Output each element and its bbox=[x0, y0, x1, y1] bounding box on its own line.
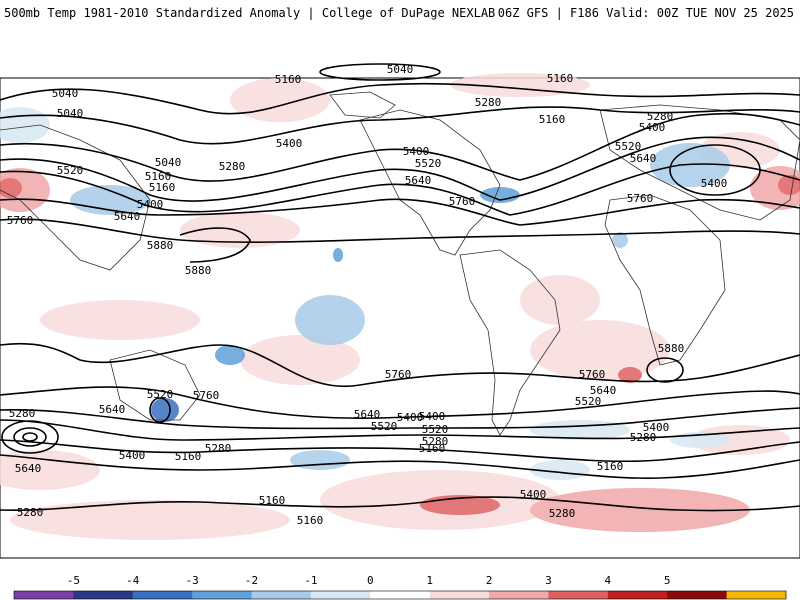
contour-label: 5160 bbox=[145, 170, 172, 183]
colorbar-tick-label: 1 bbox=[426, 574, 433, 587]
contour-label: 5640 bbox=[354, 408, 381, 421]
colorbar-segment bbox=[548, 591, 609, 599]
colorbar: -5 -4 -3 -2 -1 0 1 2 3 4 5 bbox=[13, 574, 787, 600]
contour-label: 5160 bbox=[597, 460, 624, 473]
contour-label: 5160 bbox=[539, 113, 566, 126]
contour-label: 5280 bbox=[9, 407, 36, 420]
contour-label: 5400 bbox=[137, 198, 164, 211]
contour-label: 5400 bbox=[119, 449, 146, 462]
contour-label: 5160 bbox=[547, 72, 574, 85]
colorbar-tick-label: -3 bbox=[186, 574, 199, 587]
warm-anomaly-shading bbox=[0, 73, 800, 540]
colorbar-segment bbox=[370, 591, 431, 599]
contour-label: 5400 bbox=[520, 488, 547, 501]
contour-label: 5280 bbox=[17, 506, 44, 519]
colorbar-tick-label: -5 bbox=[67, 574, 80, 587]
contour-label: 5040 bbox=[387, 63, 414, 76]
contour-label: 5400 bbox=[639, 121, 666, 134]
contour-label: 5280 bbox=[549, 507, 576, 520]
colorbar-tick-label: 5 bbox=[664, 574, 671, 587]
contour-label: 5880 bbox=[185, 264, 212, 277]
contour-label: 5640 bbox=[590, 384, 617, 397]
contour-label: 5520 bbox=[615, 140, 642, 153]
colorbar-tick-label: 4 bbox=[605, 574, 612, 587]
contour-label: 5520 bbox=[575, 395, 602, 408]
contour-label: 5640 bbox=[114, 210, 141, 223]
contour-label: 5400 bbox=[643, 421, 670, 434]
contour-label: 5160 bbox=[149, 181, 176, 194]
contour-label: 5280 bbox=[219, 160, 246, 173]
contour-label: 5760 bbox=[449, 195, 476, 208]
colorbar-tick-label: -2 bbox=[245, 574, 258, 587]
contour-label: 5520 bbox=[371, 420, 398, 433]
colorbar-segment bbox=[429, 591, 490, 599]
contour-label: 5520 bbox=[415, 157, 442, 170]
contour-label: 5040 bbox=[52, 87, 79, 100]
colorbar-border bbox=[13, 590, 787, 600]
contour-label: 5760 bbox=[7, 214, 34, 227]
contour-label: 5160 bbox=[419, 442, 446, 455]
colorbar-tick-label: 3 bbox=[545, 574, 552, 587]
contour-label: 5160 bbox=[275, 73, 302, 86]
contour-label: 5280 bbox=[422, 435, 449, 448]
contour-label: 5280 bbox=[475, 96, 502, 109]
contour-label: 5400 bbox=[397, 411, 424, 424]
colorbar-segment bbox=[251, 591, 312, 599]
contour-label: 5400 bbox=[276, 137, 303, 150]
colorbar-segment bbox=[489, 591, 549, 599]
colorbar-tick-label: -1 bbox=[304, 574, 317, 587]
contour-label: 5640 bbox=[15, 462, 42, 475]
contour-label: 5400 bbox=[419, 410, 446, 423]
contour-label: 5280 bbox=[647, 110, 674, 123]
contour-labels: 5040 5160 5040 5040 5160 5280 5160 5400 … bbox=[7, 63, 728, 527]
contour-label: 5400 bbox=[403, 145, 430, 158]
coastlines bbox=[0, 91, 800, 436]
colorbar-tick-label: 2 bbox=[486, 574, 493, 587]
map-title: 500mb Temp 1981-2010 Standardized Anomal… bbox=[4, 6, 496, 20]
contour-label: 5160 bbox=[297, 514, 324, 527]
contour-label: 5760 bbox=[385, 368, 412, 381]
contour-label: 5520 bbox=[422, 423, 449, 436]
contour-label: 5280 bbox=[205, 442, 232, 455]
colorbar-tick-label: 0 bbox=[367, 574, 374, 587]
contour-label: 5760 bbox=[579, 368, 606, 381]
contour-label: 5520 bbox=[147, 388, 174, 401]
contour-label: 5520 bbox=[57, 164, 84, 177]
contour-label: 5040 bbox=[57, 107, 84, 120]
colorbar-segment bbox=[310, 591, 371, 599]
colorbar-segment bbox=[73, 591, 134, 599]
contour-label: 5040 bbox=[155, 156, 182, 169]
contour-label: 5640 bbox=[630, 152, 657, 165]
contour-label: 5880 bbox=[658, 342, 685, 355]
contour-label: 5760 bbox=[627, 192, 654, 205]
colorbar-segment bbox=[726, 591, 787, 599]
colorbar-segment bbox=[667, 591, 728, 599]
contour-label: 5160 bbox=[259, 494, 286, 507]
colorbar-segment bbox=[14, 591, 74, 599]
contour-label: 5280 bbox=[630, 431, 657, 444]
contour-label: 5640 bbox=[405, 174, 432, 187]
run-valid-time: 06Z GFS | F186 Valid: 00Z TUE NOV 25 202… bbox=[497, 6, 794, 20]
colorbar-tick-label: -4 bbox=[126, 574, 140, 587]
colorbar-segment bbox=[192, 591, 253, 599]
contour-label: 5400 bbox=[701, 177, 728, 190]
contour-label: 5760 bbox=[193, 389, 220, 402]
contour-label: 5880 bbox=[147, 239, 174, 252]
contour-label: 5640 bbox=[99, 403, 126, 416]
contour-label: 5160 bbox=[175, 450, 202, 463]
height-contours bbox=[0, 63, 800, 512]
colorbar-segment bbox=[607, 591, 668, 599]
colorbar-segment bbox=[132, 591, 193, 599]
